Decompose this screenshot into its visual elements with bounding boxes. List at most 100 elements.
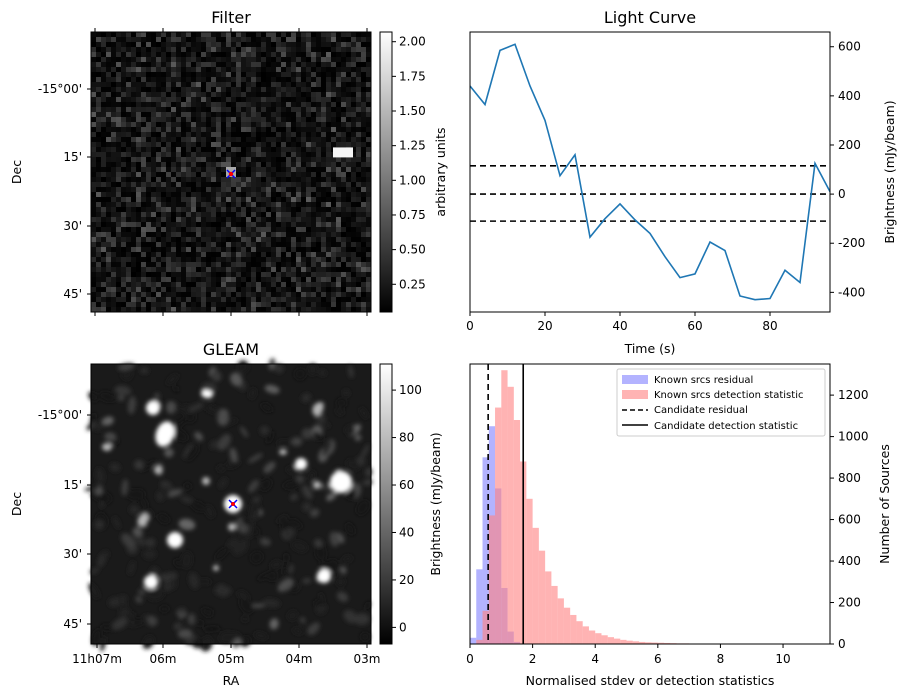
filter-pixel <box>206 147 212 153</box>
filter-pixel <box>226 67 232 73</box>
filter-pixel <box>91 202 97 208</box>
filter-pixel <box>361 202 367 208</box>
filter-pixel <box>146 227 152 233</box>
filter-pixel <box>121 82 127 88</box>
gleam-background-blob <box>214 547 229 560</box>
filter-pixel <box>321 302 327 308</box>
filter-pixel <box>201 57 207 63</box>
filter-pixel <box>326 262 332 268</box>
lightcurve-xlabel: Time (s) <box>624 341 676 356</box>
filter-pixel <box>241 142 247 148</box>
filter-pixel <box>121 112 127 118</box>
filter-pixel <box>241 172 247 178</box>
filter-pixel <box>146 57 152 63</box>
filter-pixel <box>341 77 347 83</box>
filter-pixel <box>326 237 332 243</box>
filter-pixel <box>166 37 172 43</box>
filter-pixel <box>126 167 132 173</box>
filter-pixel <box>106 197 112 203</box>
filter-pixel <box>251 87 257 93</box>
filter-pixel <box>271 262 277 268</box>
filter-pixel <box>346 107 352 113</box>
filter-pixel <box>176 287 182 293</box>
filter-pixel <box>196 57 202 63</box>
filter-pixel <box>106 72 112 78</box>
filter-pixel <box>241 137 247 143</box>
filter-pixel <box>176 57 182 63</box>
filter-pixel <box>366 92 372 98</box>
filter-pixel <box>141 162 147 168</box>
filter-pixel <box>356 212 362 218</box>
filter-pixel <box>326 117 332 123</box>
filter-pixel <box>191 52 197 58</box>
filter-pixel <box>111 62 117 68</box>
filter-pixel <box>286 47 292 53</box>
filter-pixel <box>166 182 172 188</box>
filter-pixel <box>261 112 267 118</box>
filter-pixel <box>301 207 307 213</box>
filter-pixel <box>161 192 167 198</box>
filter-pixel <box>181 92 187 98</box>
filter-pixel <box>181 122 187 128</box>
filter-pixel <box>251 202 257 208</box>
filter-pixel <box>106 207 112 213</box>
filter-pixel <box>231 212 237 218</box>
gleam-background-blob <box>102 550 109 559</box>
filter-pixel <box>266 82 272 88</box>
filter-pixel <box>256 272 262 278</box>
filter-pixel <box>241 62 247 68</box>
filter-pixel <box>316 252 322 258</box>
filter-pixel <box>126 277 132 283</box>
filter-pixel <box>166 62 172 68</box>
filter-pixel <box>196 117 202 123</box>
filter-pixel <box>316 82 322 88</box>
filter-pixel <box>276 167 282 173</box>
filter-pixel <box>271 72 277 78</box>
filter-pixel <box>181 72 187 78</box>
filter-pixel <box>246 242 252 248</box>
filter-pixel <box>111 232 117 238</box>
filter-pixel <box>296 47 302 53</box>
filter-pixel <box>331 97 337 103</box>
filter-pixel <box>306 32 312 38</box>
filter-pixel <box>256 307 262 313</box>
filter-pixel <box>306 172 312 178</box>
filter-pixel <box>131 132 137 138</box>
filter-pixel <box>281 282 287 288</box>
filter-pixel <box>141 157 147 163</box>
gleam-background-blob <box>344 425 356 436</box>
filter-pixel <box>296 237 302 243</box>
filter-pixel <box>111 162 117 168</box>
filter-pixel <box>211 282 217 288</box>
filter-pixel <box>91 287 97 293</box>
filter-pixel <box>311 52 317 58</box>
filter-pixel <box>101 37 107 43</box>
filter-pixel <box>146 42 152 48</box>
gleam-background-blob <box>307 363 318 376</box>
filter-pixel <box>271 87 277 93</box>
filter-pixel <box>301 232 307 238</box>
filter-pixel <box>366 67 372 73</box>
filter-pixel <box>341 252 347 258</box>
lightcurve-title: Light Curve <box>604 8 696 27</box>
filter-pixel <box>281 87 287 93</box>
filter-pixel <box>321 142 327 148</box>
gleam-background-blob <box>149 566 160 577</box>
filter-pixel <box>236 102 242 108</box>
filter-pixel <box>126 252 132 258</box>
filter-pixel <box>281 137 287 143</box>
filter-pixel <box>151 82 157 88</box>
filter-pixel <box>221 277 227 283</box>
filter-pixel <box>346 92 352 98</box>
filter-pixel <box>296 77 302 83</box>
filter-pixel <box>126 142 132 148</box>
filter-pixel <box>251 147 257 153</box>
filter-pixel <box>286 212 292 218</box>
filter-pixel <box>351 247 357 253</box>
filter-pixel <box>191 117 197 123</box>
filter-pixel <box>221 112 227 118</box>
filter-pixel <box>251 152 257 158</box>
filter-pixel <box>101 277 107 283</box>
filter-pixel <box>161 247 167 253</box>
filter-pixel <box>231 197 237 203</box>
